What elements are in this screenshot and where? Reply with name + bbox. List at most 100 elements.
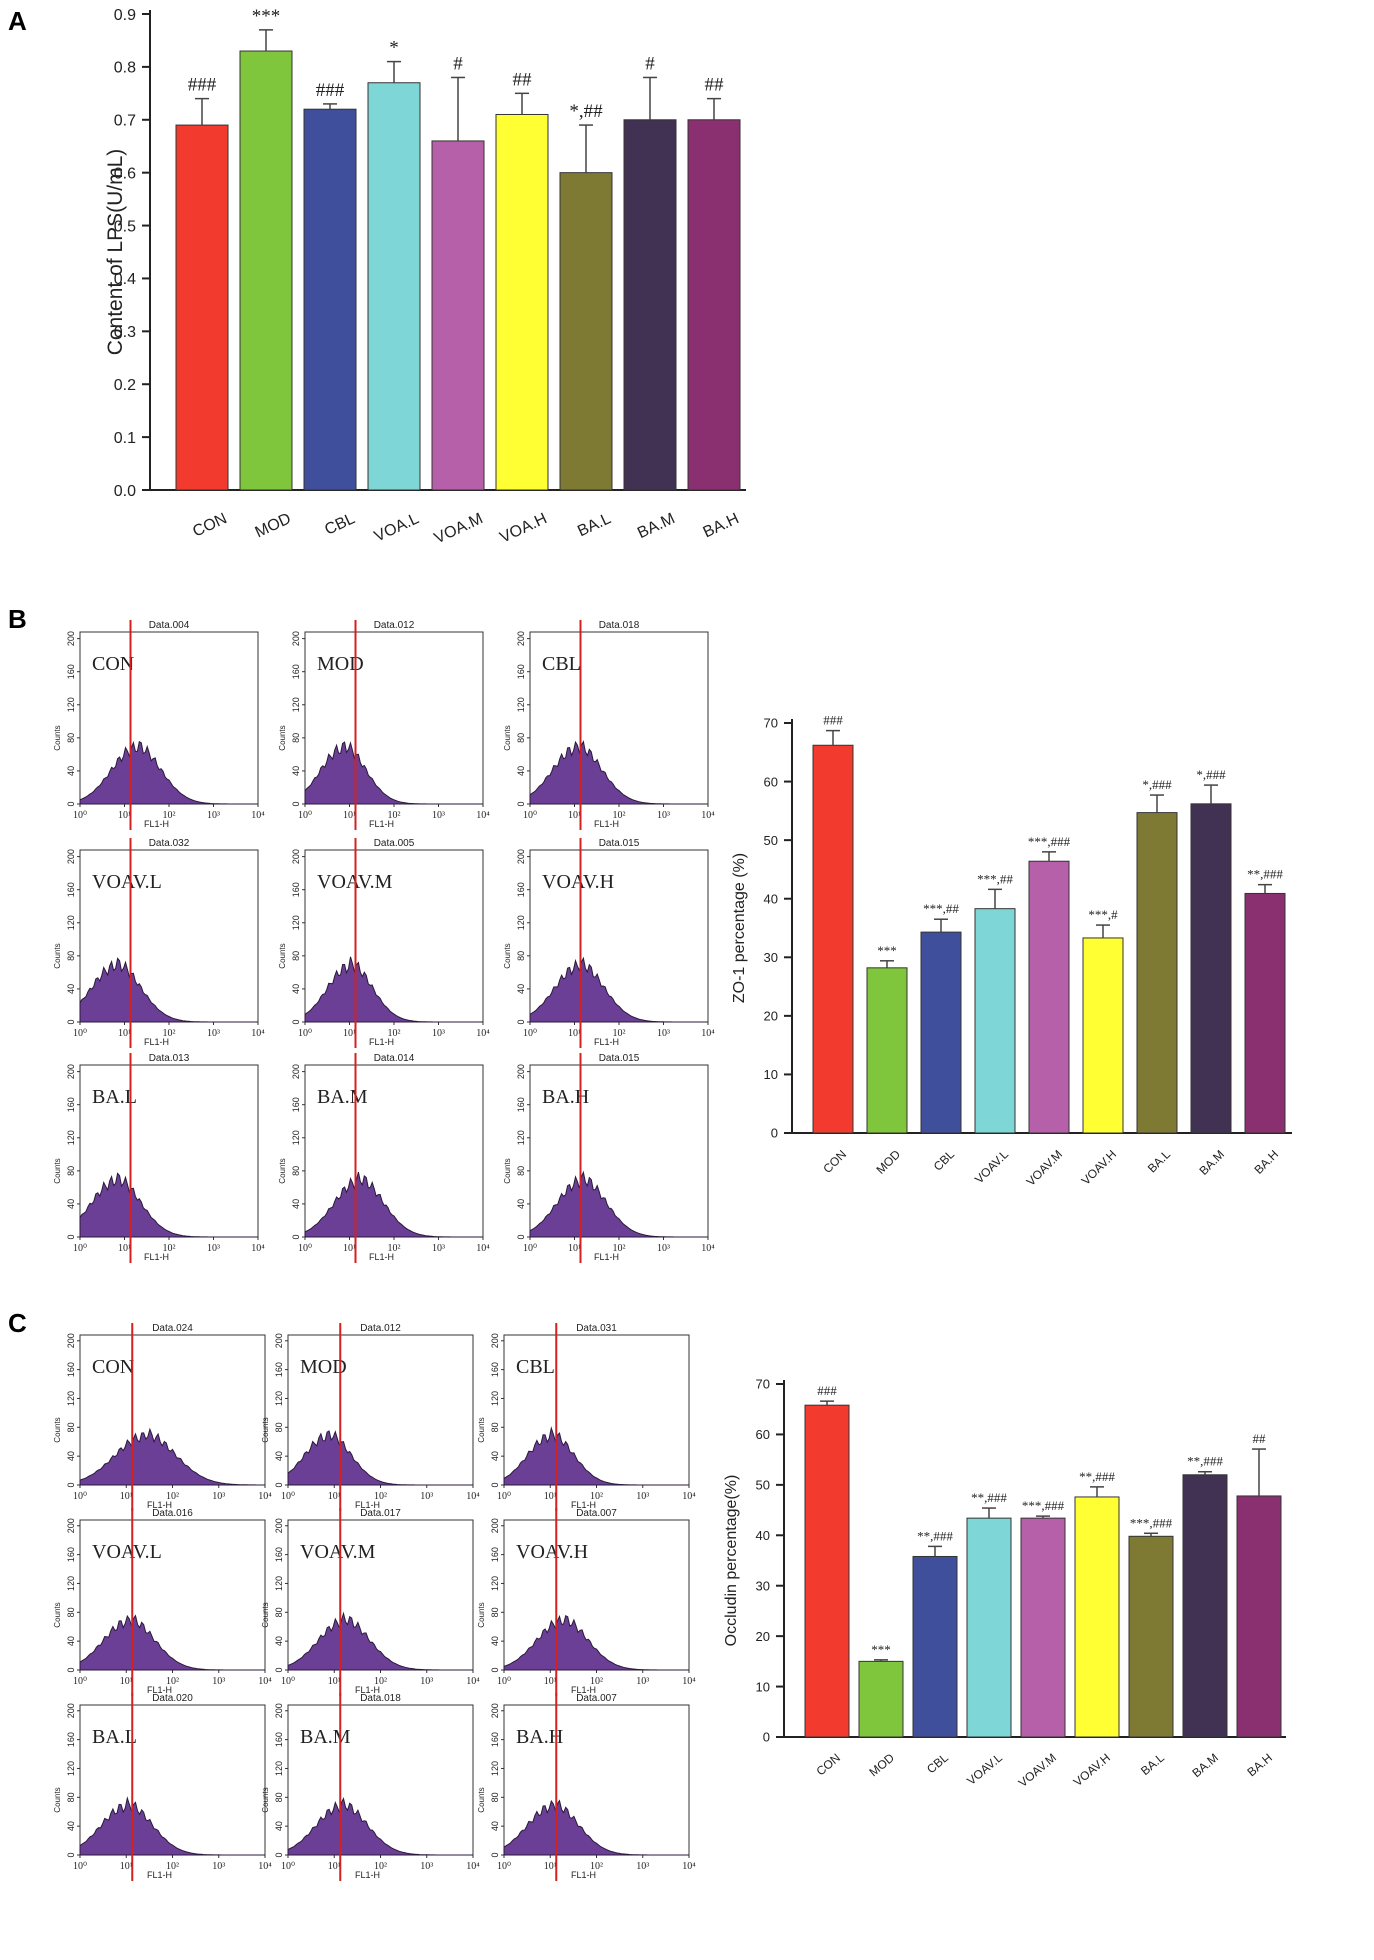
bar-voav-h: [1074, 1496, 1120, 1738]
x-tick-label: 10¹: [120, 1676, 133, 1687]
y-tick-label: 200: [66, 1518, 76, 1533]
y-tick-label: 120: [66, 915, 76, 930]
y-tick-label: 200: [490, 1518, 500, 1533]
histogram-file-label: Data.018: [360, 1693, 401, 1704]
y-tick-label: 160: [516, 1097, 526, 1112]
x-tick-label: 10¹: [118, 1028, 131, 1039]
bar-ba-l: [559, 172, 613, 491]
histogram-distribution: [529, 956, 708, 1023]
histogram-file-label: Data.014: [374, 1053, 415, 1064]
y-tick-label: 200: [274, 1518, 284, 1533]
bar-ba-m: [623, 119, 677, 491]
histogram-distribution: [503, 1614, 689, 1671]
y-axis-title: Counts: [278, 725, 287, 750]
x-tick-label: VOA.H: [497, 510, 549, 546]
x-tick-label: BA.M: [1189, 1751, 1220, 1781]
x-tick-label: 10³: [657, 810, 670, 821]
y-tick-label: 120: [66, 1391, 76, 1406]
bar-voav-l: [966, 1517, 1012, 1738]
significance-label: *,###: [1196, 767, 1226, 782]
y-axis-title: Counts: [477, 1787, 486, 1812]
y-tick-label: 0: [291, 1234, 301, 1239]
histogram-sample-label: MOD: [317, 653, 364, 675]
x-tick-label: 10⁰: [73, 1676, 87, 1687]
significance-label: ***,#: [1088, 907, 1118, 922]
histogram-file-label: Data.020: [152, 1693, 193, 1704]
histogram-file-label: Data.013: [149, 1053, 190, 1064]
x-tick-label: 10²: [166, 1861, 179, 1872]
y-tick-label: 160: [490, 1547, 500, 1562]
histogram-distribution: [79, 740, 258, 805]
y-tick-label: 0.2: [114, 377, 136, 394]
x-tick-label: BA.L: [575, 510, 614, 540]
x-tick-label: 10⁰: [73, 1491, 87, 1502]
significance-label: ###: [316, 80, 345, 101]
histogram-voav-m: Data.005VOAV.M04080120160200Counts10⁰10¹…: [278, 838, 490, 1048]
y-tick-label: 40: [490, 1821, 500, 1831]
histogram-voav-m: Data.017 VOAV.M 0 40 80 120 160 200 Counts 10⁰ 10¹…: [261, 1508, 480, 1696]
significance-label: *,##: [569, 101, 603, 122]
x-axis-title: FL1-H: [594, 819, 619, 829]
y-tick-label: 120: [274, 1576, 284, 1591]
histogram-sample-label: CBL: [542, 653, 581, 675]
y-axis-title: Counts: [477, 1602, 486, 1627]
x-tick-label: VOAV.M: [1016, 1751, 1059, 1790]
y-tick-label: 40: [274, 1451, 284, 1461]
y-tick-label: 0: [274, 1667, 284, 1672]
x-tick-label: 10¹: [343, 810, 356, 821]
y-tick-label: 40: [66, 1636, 76, 1646]
y-tick-label: 40: [516, 1199, 526, 1209]
y-tick-label: 0: [490, 1667, 500, 1672]
x-tick-label: 10²: [163, 1243, 176, 1254]
histogram-distribution: [287, 1430, 473, 1486]
y-axis-title: Counts: [261, 1417, 270, 1442]
x-axis-title: FL1-H: [144, 1037, 169, 1047]
x-tick-label: 10¹: [118, 810, 131, 821]
x-tick-label: 10⁴: [258, 1861, 272, 1872]
y-tick-label: 200: [291, 631, 301, 646]
histogram-sample-label: VOAV.L: [92, 1541, 162, 1563]
occludin-flow-histograms: Data.024 CON 0 40 80 120 160 200 Counts 10⁰ 10¹ 10²…: [53, 1323, 696, 1881]
y-tick-label: 0: [291, 801, 301, 806]
y-tick-label: 200: [66, 1333, 76, 1348]
y-tick-label: 0.1: [114, 430, 136, 447]
y-tick-label: 0.0: [114, 483, 136, 500]
y-tick-label: 0.6: [114, 165, 136, 182]
histogram-sample-label: VOAV.H: [542, 871, 614, 893]
y-tick-label: 200: [66, 631, 76, 646]
y-axis-title: Counts: [278, 943, 287, 968]
y-axis-title: Counts: [503, 943, 512, 968]
x-tick-label: 10⁴: [476, 810, 490, 821]
y-tick-label: 40: [291, 1199, 301, 1209]
x-tick-label: 10²: [166, 1676, 179, 1687]
x-tick-label: VOAV.H: [1079, 1147, 1120, 1188]
x-tick-label: VOAV.L: [972, 1147, 1011, 1186]
histogram-distribution: [503, 1426, 689, 1486]
histogram-sample-label: VOAV.L: [92, 871, 162, 893]
histogram-cbl: Data.018 CBL 0 40 80 120 160 200 Counts 10⁰ 10¹ 10²…: [503, 620, 715, 830]
x-tick-label: 10⁴: [466, 1491, 480, 1502]
x-tick-label: 10³: [207, 810, 220, 821]
y-tick-label: 0: [66, 1019, 76, 1024]
x-tick-label: 10²: [374, 1676, 387, 1687]
y-tick-label: 0: [66, 1667, 76, 1672]
x-tick-label: 10⁰: [73, 810, 87, 821]
x-tick-label: 10⁴: [701, 1243, 715, 1254]
y-tick-label: 120: [516, 697, 526, 712]
y-tick-label: 120: [66, 697, 76, 712]
x-tick-label: 10²: [388, 1028, 401, 1039]
x-tick-label: 10²: [613, 810, 626, 821]
histogram-sample-label: BA.M: [317, 1086, 368, 1108]
y-tick-label: 120: [291, 697, 301, 712]
x-axis-title: FL1-H: [571, 1500, 596, 1510]
significance-label: **,###: [1187, 1454, 1223, 1469]
y-axis-title: Counts: [477, 1417, 486, 1442]
bar-voa-m: [431, 140, 485, 491]
histogram-distribution: [304, 956, 483, 1023]
histogram-distribution: [79, 1614, 265, 1671]
y-tick-label: 20: [756, 1629, 770, 1644]
histogram-distribution: [79, 957, 258, 1023]
bar-con: [812, 744, 854, 1134]
y-tick-label: 160: [274, 1547, 284, 1562]
y-tick-label: 40: [291, 766, 301, 776]
